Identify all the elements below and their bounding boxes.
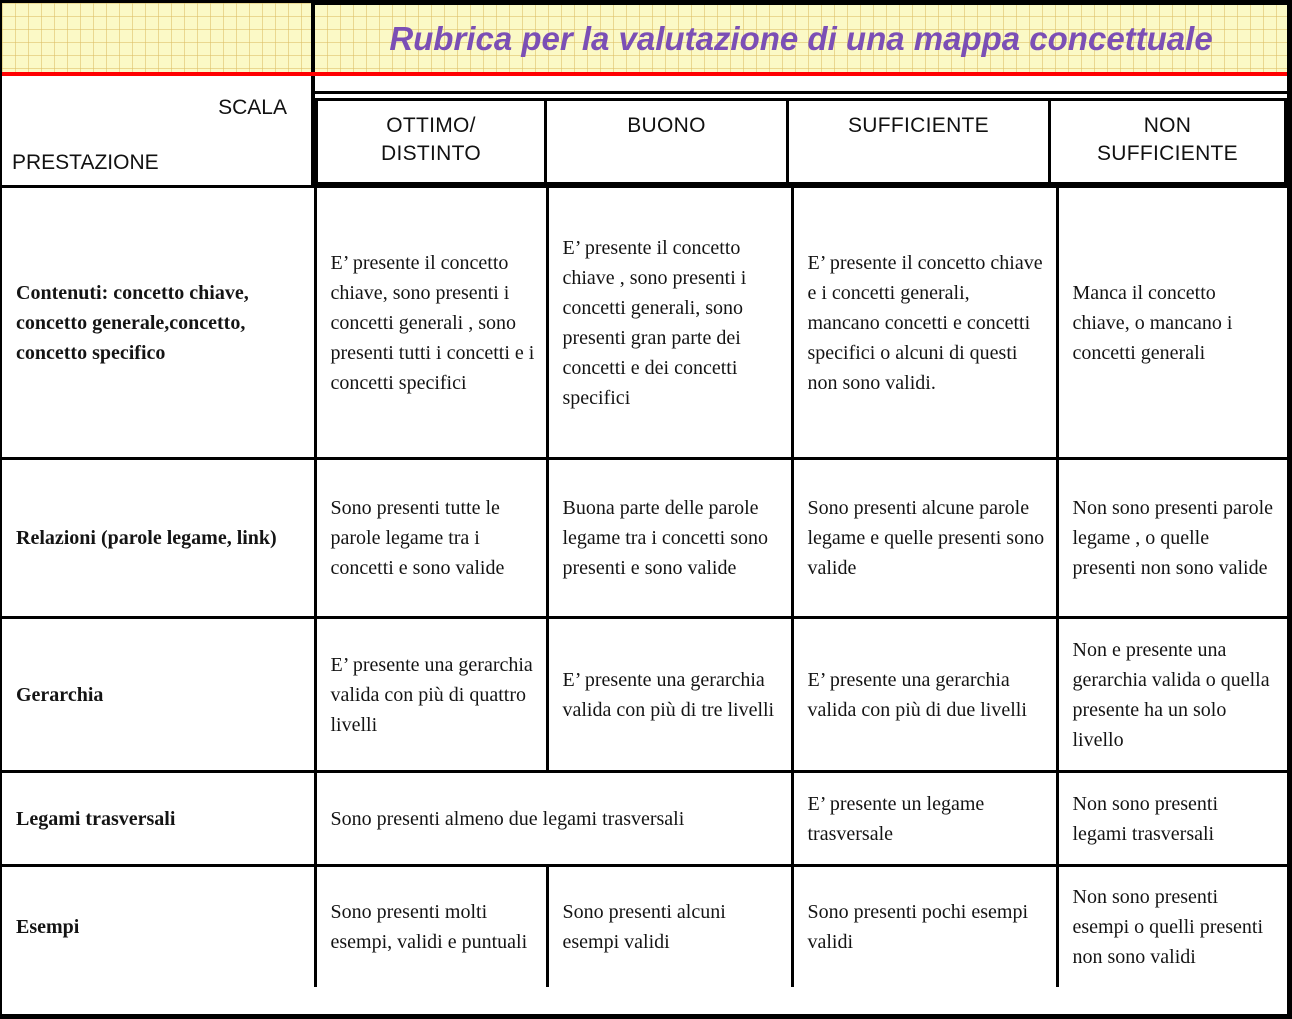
- grid-paper-band: Rubrica per la valutazione di una mappa …: [2, 3, 1287, 72]
- red-divider-line: [2, 72, 1287, 76]
- rubric-cell-buono: Buona parte delle parole legame tra i co…: [545, 457, 794, 619]
- rubric-row-esempi: Esempi Sono presenti molti esempi, valid…: [2, 864, 1287, 987]
- rubric-cell-ottimo-buono-merged: Sono presenti almeno due legami trasvers…: [313, 770, 794, 867]
- grade-column-header-non-sufficiente: NON SUFFICIENTE: [1048, 98, 1287, 185]
- title-underline: [315, 76, 1287, 94]
- rubric-cell-non-sufficiente: Non e presente una gerarchia valida o qu…: [1055, 616, 1287, 773]
- rubric-cell-buono: Sono presenti alcuni esempi validi: [545, 864, 794, 987]
- rubric-cell-ottimo: E’ presente una gerarchia valida con più…: [313, 616, 549, 773]
- rubric-row-relazioni: Relazioni (parole legame, link) Sono pre…: [2, 457, 1287, 619]
- criterion-cell: Legami trasversali: [2, 770, 317, 867]
- performance-axis-label: PRESTAZIONE: [12, 151, 159, 174]
- rubric-row-contenuti: Contenuti: concetto chiave, concetto gen…: [2, 185, 1287, 460]
- criterion-cell: Gerarchia: [2, 616, 317, 773]
- scale-performance-cell: SCALA PRESTAZIONE: [2, 76, 315, 185]
- rubric-cell-buono: E’ presente il concetto chiave , sono pr…: [545, 185, 794, 460]
- rubric-cell-non-sufficiente: Non sono presenti parole legame , o quel…: [1055, 457, 1287, 619]
- scale-axis-label: SCALA: [218, 96, 287, 119]
- criterion-cell: Relazioni (parole legame, link): [2, 457, 317, 619]
- rubric-cell-non-sufficiente: Non sono presenti esempi o quelli presen…: [1055, 864, 1287, 987]
- rubric-cell-sufficiente: E’ presente un legame trasversale: [790, 770, 1059, 867]
- rubric-cell-sufficiente: E’ presente una gerarchia valida con più…: [790, 616, 1059, 773]
- rubric-cell-ottimo: Sono presenti molti esempi, validi e pun…: [313, 864, 549, 987]
- page-title: Rubrica per la valutazione di una mappa …: [389, 19, 1213, 57]
- rubric-cell-ottimo: E’ presente il concetto chiave, sono pre…: [313, 185, 549, 460]
- table-header-row: SCALA PRESTAZIONE OTTIMO/ DISTINTO BUONO…: [2, 76, 1287, 185]
- rubric-cell-non-sufficiente: Non sono presenti legami trasversali: [1055, 770, 1287, 867]
- grid-paper-corner: [2, 3, 315, 72]
- title-box: Rubrica per la valutazione di una mappa …: [315, 3, 1287, 72]
- rubric-cell-sufficiente: Sono presenti alcune parole legame e que…: [790, 457, 1059, 619]
- grade-header-boxes: OTTIMO/ DISTINTO BUONO SUFFICIENTE NON S…: [315, 98, 1287, 185]
- rubric-cell-buono: E’ presente una gerarchia valida con più…: [545, 616, 794, 773]
- rubric-row-legami-trasversali: Legami trasversali Sono presenti almeno …: [2, 770, 1287, 867]
- rubric-row-gerarchia: Gerarchia E’ presente una gerarchia vali…: [2, 616, 1287, 773]
- rubric-cell-sufficiente: E’ presente il concetto chiave e i conce…: [790, 185, 1059, 460]
- grade-column-header-sufficiente: SUFFICIENTE: [786, 98, 1051, 185]
- criterion-cell: Esempi: [2, 864, 317, 987]
- grade-column-header-buono: BUONO: [544, 98, 789, 185]
- grade-column-header-ottimo-distinto: OTTIMO/ DISTINTO: [315, 98, 547, 185]
- rubric-cell-sufficiente: Sono presenti pochi esempi validi: [790, 864, 1059, 987]
- criterion-cell: Contenuti: concetto chiave, concetto gen…: [2, 185, 317, 460]
- grade-headers-area: OTTIMO/ DISTINTO BUONO SUFFICIENTE NON S…: [315, 76, 1287, 185]
- rubric-cell-ottimo: Sono presenti tutte le parole legame tra…: [313, 457, 549, 619]
- rubric-table: Contenuti: concetto chiave, concetto gen…: [2, 185, 1287, 987]
- rubric-cell-non-sufficiente: Manca il concetto chiave, o mancano i co…: [1055, 185, 1287, 460]
